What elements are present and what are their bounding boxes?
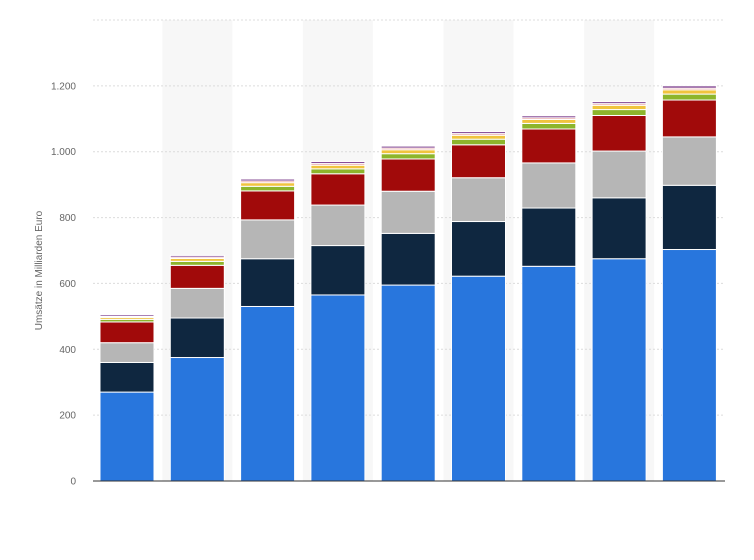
bar-segment — [310, 245, 366, 296]
bar-segment — [451, 144, 506, 179]
bar-segment — [240, 190, 296, 221]
bar-segment — [169, 254, 225, 258]
y-tick-label: 1.000 — [51, 147, 76, 158]
y-tick-label: 600 — [59, 279, 76, 290]
bar-segment — [310, 173, 366, 206]
y-axis-title: Umsätze in Milliarden Euro — [34, 210, 45, 330]
bar-segment — [661, 85, 717, 89]
bar-segment — [310, 168, 366, 175]
bar-segment — [310, 164, 366, 170]
bar-segment — [661, 136, 717, 186]
bar-segment — [169, 317, 225, 359]
bar-segment — [451, 221, 506, 277]
bar-segment — [310, 161, 366, 165]
bar-segment — [591, 109, 647, 116]
bar-segment — [591, 104, 647, 111]
bar-segment — [380, 284, 436, 482]
bar-segment — [661, 184, 717, 251]
bar-segment — [521, 115, 577, 119]
bar-segment — [591, 150, 647, 199]
y-axis-ticks: 0 200 400 600 800 1.000 1.200 — [51, 81, 76, 487]
y-tick-label: 400 — [59, 345, 76, 356]
bar-segment — [169, 357, 225, 482]
bar-segment — [99, 391, 155, 482]
bar-segment — [661, 99, 717, 138]
y-tick-label: 1.200 — [51, 81, 76, 92]
bar-segment — [169, 264, 225, 289]
bar-segment — [380, 232, 436, 286]
bar-segment — [451, 131, 506, 135]
bar-segment — [99, 361, 155, 393]
y-tick-label: 0 — [70, 477, 76, 488]
bar-segment — [591, 197, 647, 260]
y-tick-label: 200 — [59, 411, 76, 422]
bar-segment — [521, 162, 577, 209]
bar-segment — [240, 178, 296, 182]
bar-segment — [521, 122, 577, 130]
bar-segment — [169, 287, 225, 319]
bar-segment — [380, 153, 436, 160]
bar-segment — [380, 158, 436, 192]
y-tick-label: 800 — [59, 213, 76, 224]
bar-segment — [451, 275, 506, 482]
bar-segment — [240, 258, 296, 307]
bar-segment — [99, 314, 155, 317]
bar-segment — [99, 342, 155, 363]
bar-segment — [310, 204, 366, 247]
bar-segment — [521, 118, 577, 124]
bar-segment — [661, 89, 717, 95]
bar-segment — [451, 134, 506, 140]
bar-segment — [521, 128, 577, 164]
bar-segment — [240, 182, 296, 187]
bar-segment — [521, 207, 577, 267]
bar-segment — [380, 145, 436, 149]
bar-segment — [591, 101, 647, 105]
bar-segment — [591, 114, 647, 152]
bar-segment — [451, 177, 506, 223]
bar-segment — [310, 294, 366, 482]
bars — [99, 85, 717, 482]
bar-segment — [451, 138, 506, 146]
bar-segment — [240, 305, 296, 482]
bar-segment — [99, 321, 155, 344]
bar-segment — [661, 93, 717, 101]
bar-segment — [380, 190, 436, 234]
bar-segment — [521, 265, 577, 482]
bar-segment — [591, 258, 647, 482]
bar-segment — [240, 219, 296, 260]
bar-segment — [169, 260, 225, 266]
bar-segment — [661, 249, 717, 482]
bar-segment — [240, 185, 296, 192]
bar-segment — [380, 149, 436, 155]
